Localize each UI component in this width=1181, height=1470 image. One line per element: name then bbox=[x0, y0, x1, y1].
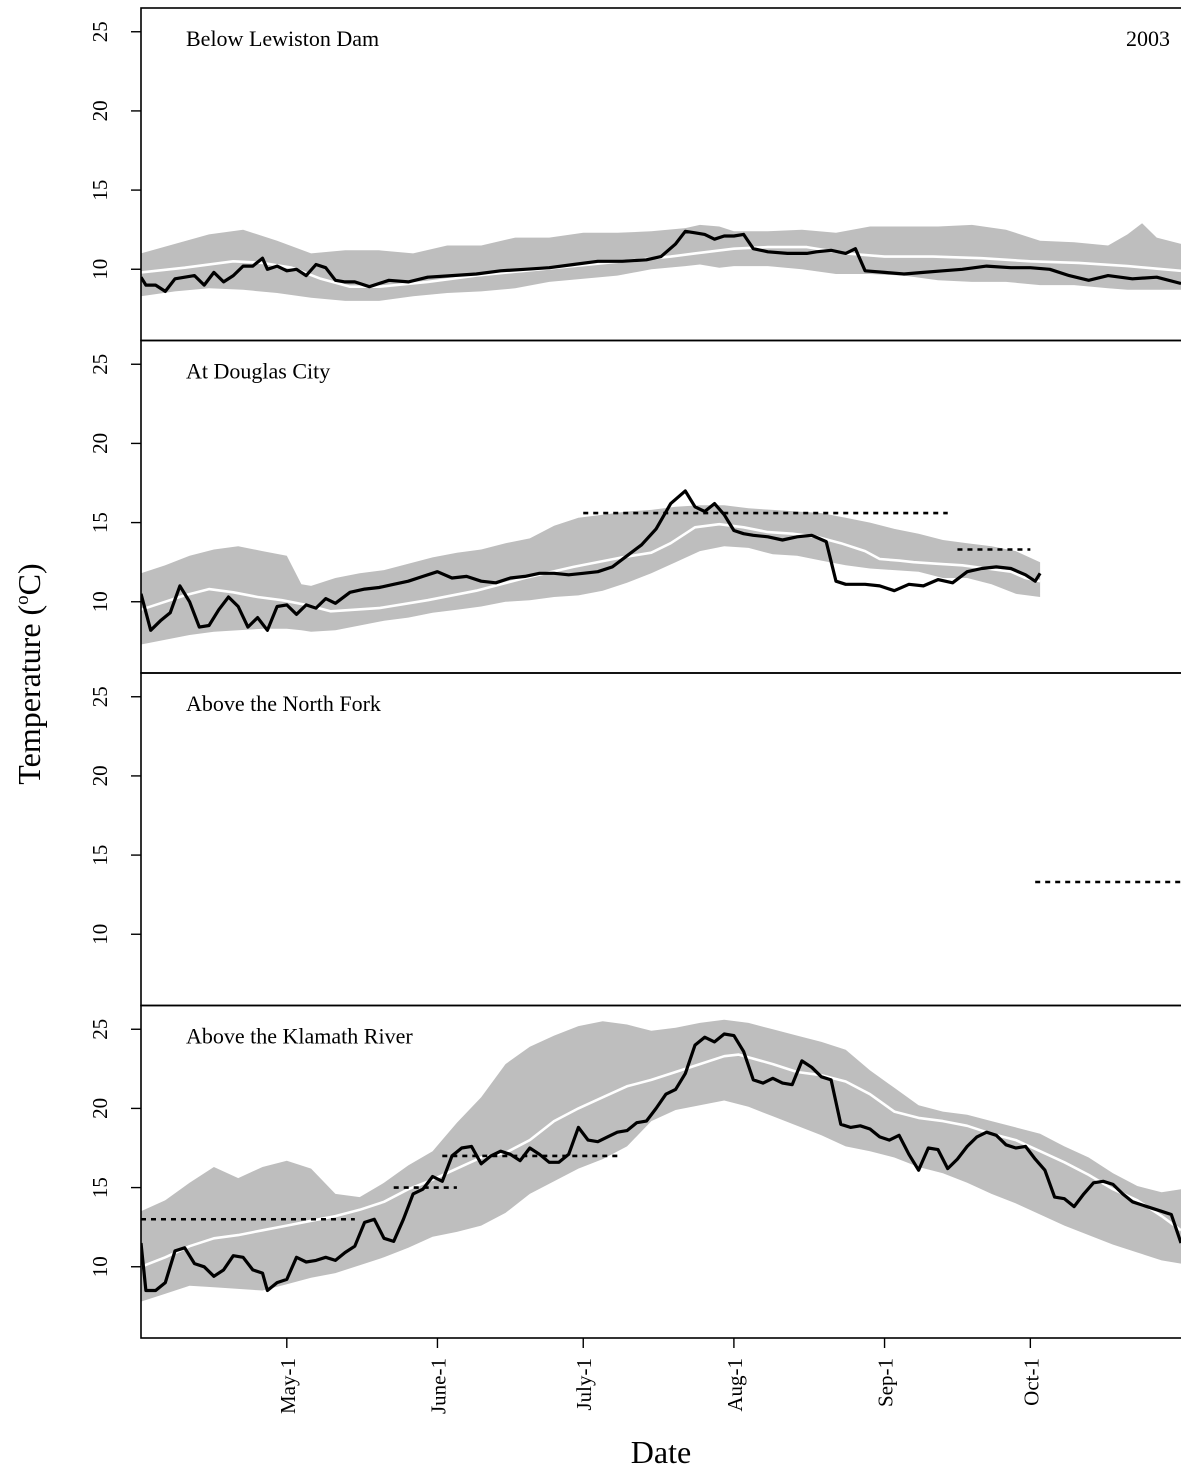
y-axis-title-superscript: o bbox=[12, 595, 33, 605]
x-tick-label: May-1 bbox=[276, 1358, 300, 1414]
x-tick-label: Oct-1 bbox=[1019, 1358, 1043, 1406]
y-tick-label: 10 bbox=[88, 259, 112, 280]
panel-plot-area bbox=[141, 489, 1042, 645]
y-tick-label: 20 bbox=[88, 433, 112, 454]
panel-plot-area bbox=[141, 223, 1181, 301]
y-axis-title-text: Temperature ( bbox=[11, 605, 47, 785]
x-axis-title: Date bbox=[631, 1434, 691, 1470]
x-tick-label: Sep-1 bbox=[874, 1358, 898, 1407]
observed-line bbox=[141, 489, 1042, 632]
observed-line bbox=[141, 1032, 1181, 1293]
y-tick-label: 25 bbox=[88, 21, 112, 42]
y-tick-label: 10 bbox=[88, 591, 112, 612]
y-tick-label: 15 bbox=[88, 845, 112, 866]
panel: 10 15 20 25 At Douglas City bbox=[88, 339, 1181, 674]
panel: 10 15 20 25 Below Lewiston Dam bbox=[88, 7, 1181, 342]
range-band bbox=[141, 505, 1041, 645]
panel-frame bbox=[140, 672, 1181, 1007]
x-tick-label: June-1 bbox=[426, 1358, 450, 1414]
y-axis-title-unit: C) bbox=[11, 563, 47, 595]
y-axis-title: Temperature (oC) bbox=[11, 563, 47, 784]
y-tick-label: 25 bbox=[88, 686, 112, 707]
y-tick-label: 25 bbox=[88, 354, 112, 375]
y-tick-label: 15 bbox=[88, 180, 112, 201]
year-label: 2003 bbox=[1126, 26, 1170, 51]
x-tick-label: July-1 bbox=[572, 1358, 596, 1411]
x-tick-label: Aug-1 bbox=[723, 1358, 747, 1412]
panel-frame bbox=[140, 1004, 1181, 1339]
y-tick-label: 10 bbox=[88, 924, 112, 945]
panel: 10 15 20 25 Above the North Fork bbox=[88, 672, 1181, 1007]
panel-label: Below Lewiston Dam bbox=[186, 26, 379, 51]
y-tick-label: 15 bbox=[88, 1177, 112, 1198]
observed-line bbox=[141, 229, 1181, 293]
y-tick-label: 20 bbox=[88, 1098, 112, 1119]
y-tick-label: 20 bbox=[88, 765, 112, 786]
panel-label: At Douglas City bbox=[186, 359, 330, 384]
mean-line bbox=[141, 522, 1041, 613]
y-tick-label: 20 bbox=[88, 100, 112, 121]
panel-label: Above the North Fork bbox=[186, 691, 381, 716]
y-tick-label: 10 bbox=[88, 1256, 112, 1277]
panel-label: Above the Klamath River bbox=[186, 1024, 413, 1049]
y-tick-label: 15 bbox=[88, 512, 112, 533]
range-band bbox=[141, 1019, 1181, 1302]
panel-plot-area bbox=[141, 1019, 1181, 1302]
y-tick-label: 25 bbox=[88, 1019, 112, 1040]
panel: 10 15 20 25 Above the Klamath River bbox=[88, 1004, 1181, 1339]
